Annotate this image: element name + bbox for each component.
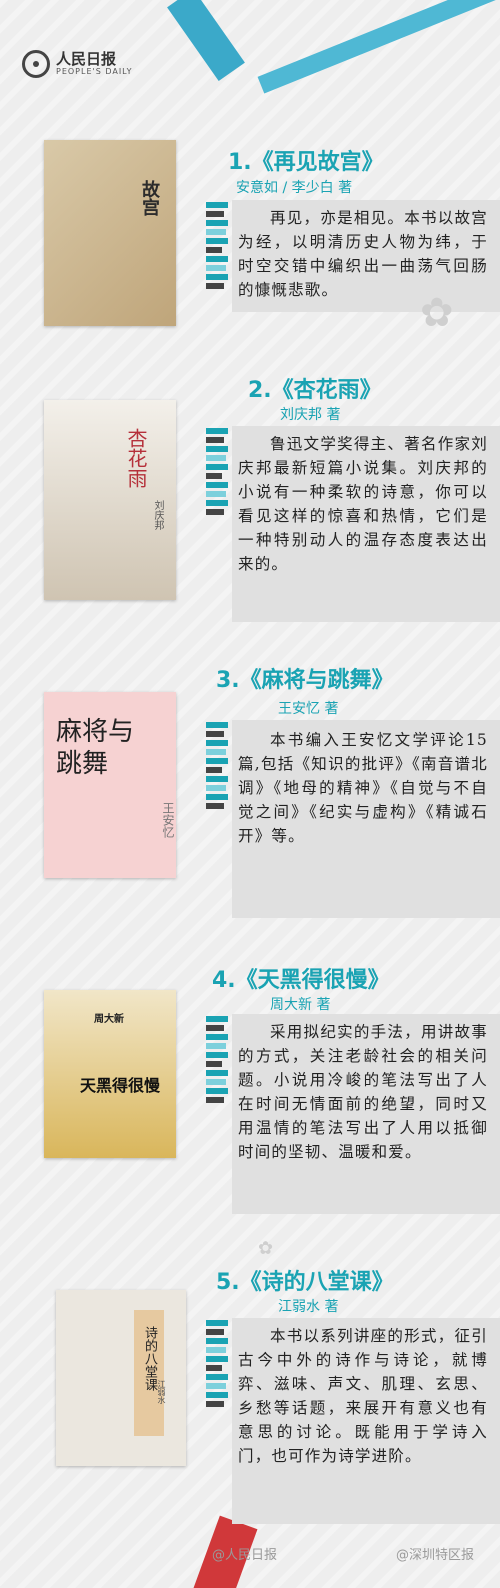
cover-author-2: 刘庆邦	[152, 500, 163, 530]
cover-title-5: 诗的八堂课	[142, 1326, 157, 1391]
desc-panel-5	[232, 1318, 500, 1524]
book-desc-5: 本书以系列讲座的形式，征引古今中外的诗作与诗论，就博弈、滋味、声文、肌理、玄思、…	[238, 1327, 488, 1465]
watermark-people-daily: @人民日报	[212, 1548, 278, 1563]
cover-title-4: 天黑得很慢	[80, 1076, 161, 1095]
book-cover-5: 诗的八堂课 江弱水	[56, 1290, 186, 1466]
watermark-sztqb: @深圳特区报	[396, 1548, 475, 1563]
book-cover-3: 麻将与跳舞 王安忆	[44, 692, 176, 878]
cover-title-2: 杏花雨	[124, 428, 148, 488]
bar-icon-3	[206, 722, 228, 812]
desc-panel-1	[232, 200, 500, 312]
book-author-3: 王安忆 著	[278, 701, 339, 717]
cover-author-5: 江弱水	[157, 1380, 166, 1404]
book-cover-2: 杏花雨 刘庆邦	[44, 400, 176, 600]
cover-author-4: 周大新	[94, 1014, 124, 1025]
book-cover-1: 故宫	[44, 140, 176, 326]
bar-icon-5	[206, 1320, 228, 1410]
book-desc-3: 本书编入王安忆文学评论15 篇,包括《知识的批评》《南音谱北调》《地母的精神》《…	[238, 731, 488, 845]
book-desc-1: 再见，亦是相见。本书以故宫为经，以明清历史人物为纬，于时空交错中编织出一曲荡气回…	[238, 209, 488, 299]
book-desc-2: 鲁迅文学奖得主、著名作家刘庆邦最新短篇小说集。刘庆邦的小说有一种柔软的诗意，你可…	[238, 435, 488, 573]
bar-icon-1	[206, 202, 228, 292]
book-author-4: 周大新 著	[270, 997, 331, 1013]
flower-icon: ✿	[420, 290, 454, 336]
desc-panel-4	[232, 1014, 500, 1214]
brand-name-en: PEOPLE'S DAILY	[56, 67, 133, 76]
brand-name-cn: 人民日报	[56, 50, 117, 68]
top-ribbon-2	[257, 0, 500, 94]
at-icon	[22, 50, 50, 78]
cover-band-5	[134, 1310, 164, 1436]
bar-icon-4	[206, 1016, 228, 1106]
book-author-5: 江弱水 著	[278, 1299, 339, 1315]
book-title-4: 4.《天黑得很慢》	[212, 968, 390, 993]
book-cover-4: 天黑得很慢 周大新	[44, 990, 176, 1158]
cover-title-3: 麻将与跳舞	[56, 717, 135, 779]
bar-icon-2	[206, 428, 228, 518]
book-desc-4: 采用拟纪实的手法，用讲故事的方式，关注老龄社会的相关问题。小说用冷峻的笔法写出了…	[238, 1023, 488, 1161]
book-title-5: 5.《诗的八堂课》	[216, 1270, 394, 1295]
desc-panel-2	[232, 426, 500, 622]
desc-panel-3	[232, 720, 500, 918]
cover-author-3: 王安忆	[161, 802, 175, 838]
flower-icon-small: ✿	[258, 1238, 274, 1259]
book-title-3: 3.《麻将与跳舞》	[216, 668, 394, 693]
book-author-2: 刘庆邦 著	[280, 407, 341, 423]
book-title-2: 2.《杏花雨》	[248, 378, 382, 403]
book-author-1: 安意如 / 李少白 著	[236, 180, 353, 196]
top-ribbon	[167, 0, 245, 82]
book-title-1: 1.《再见故宫》	[228, 150, 384, 175]
brand-logo: 人民日报 PEOPLE'S DAILY	[22, 50, 132, 78]
cover-title-1: 故宫	[139, 180, 160, 216]
